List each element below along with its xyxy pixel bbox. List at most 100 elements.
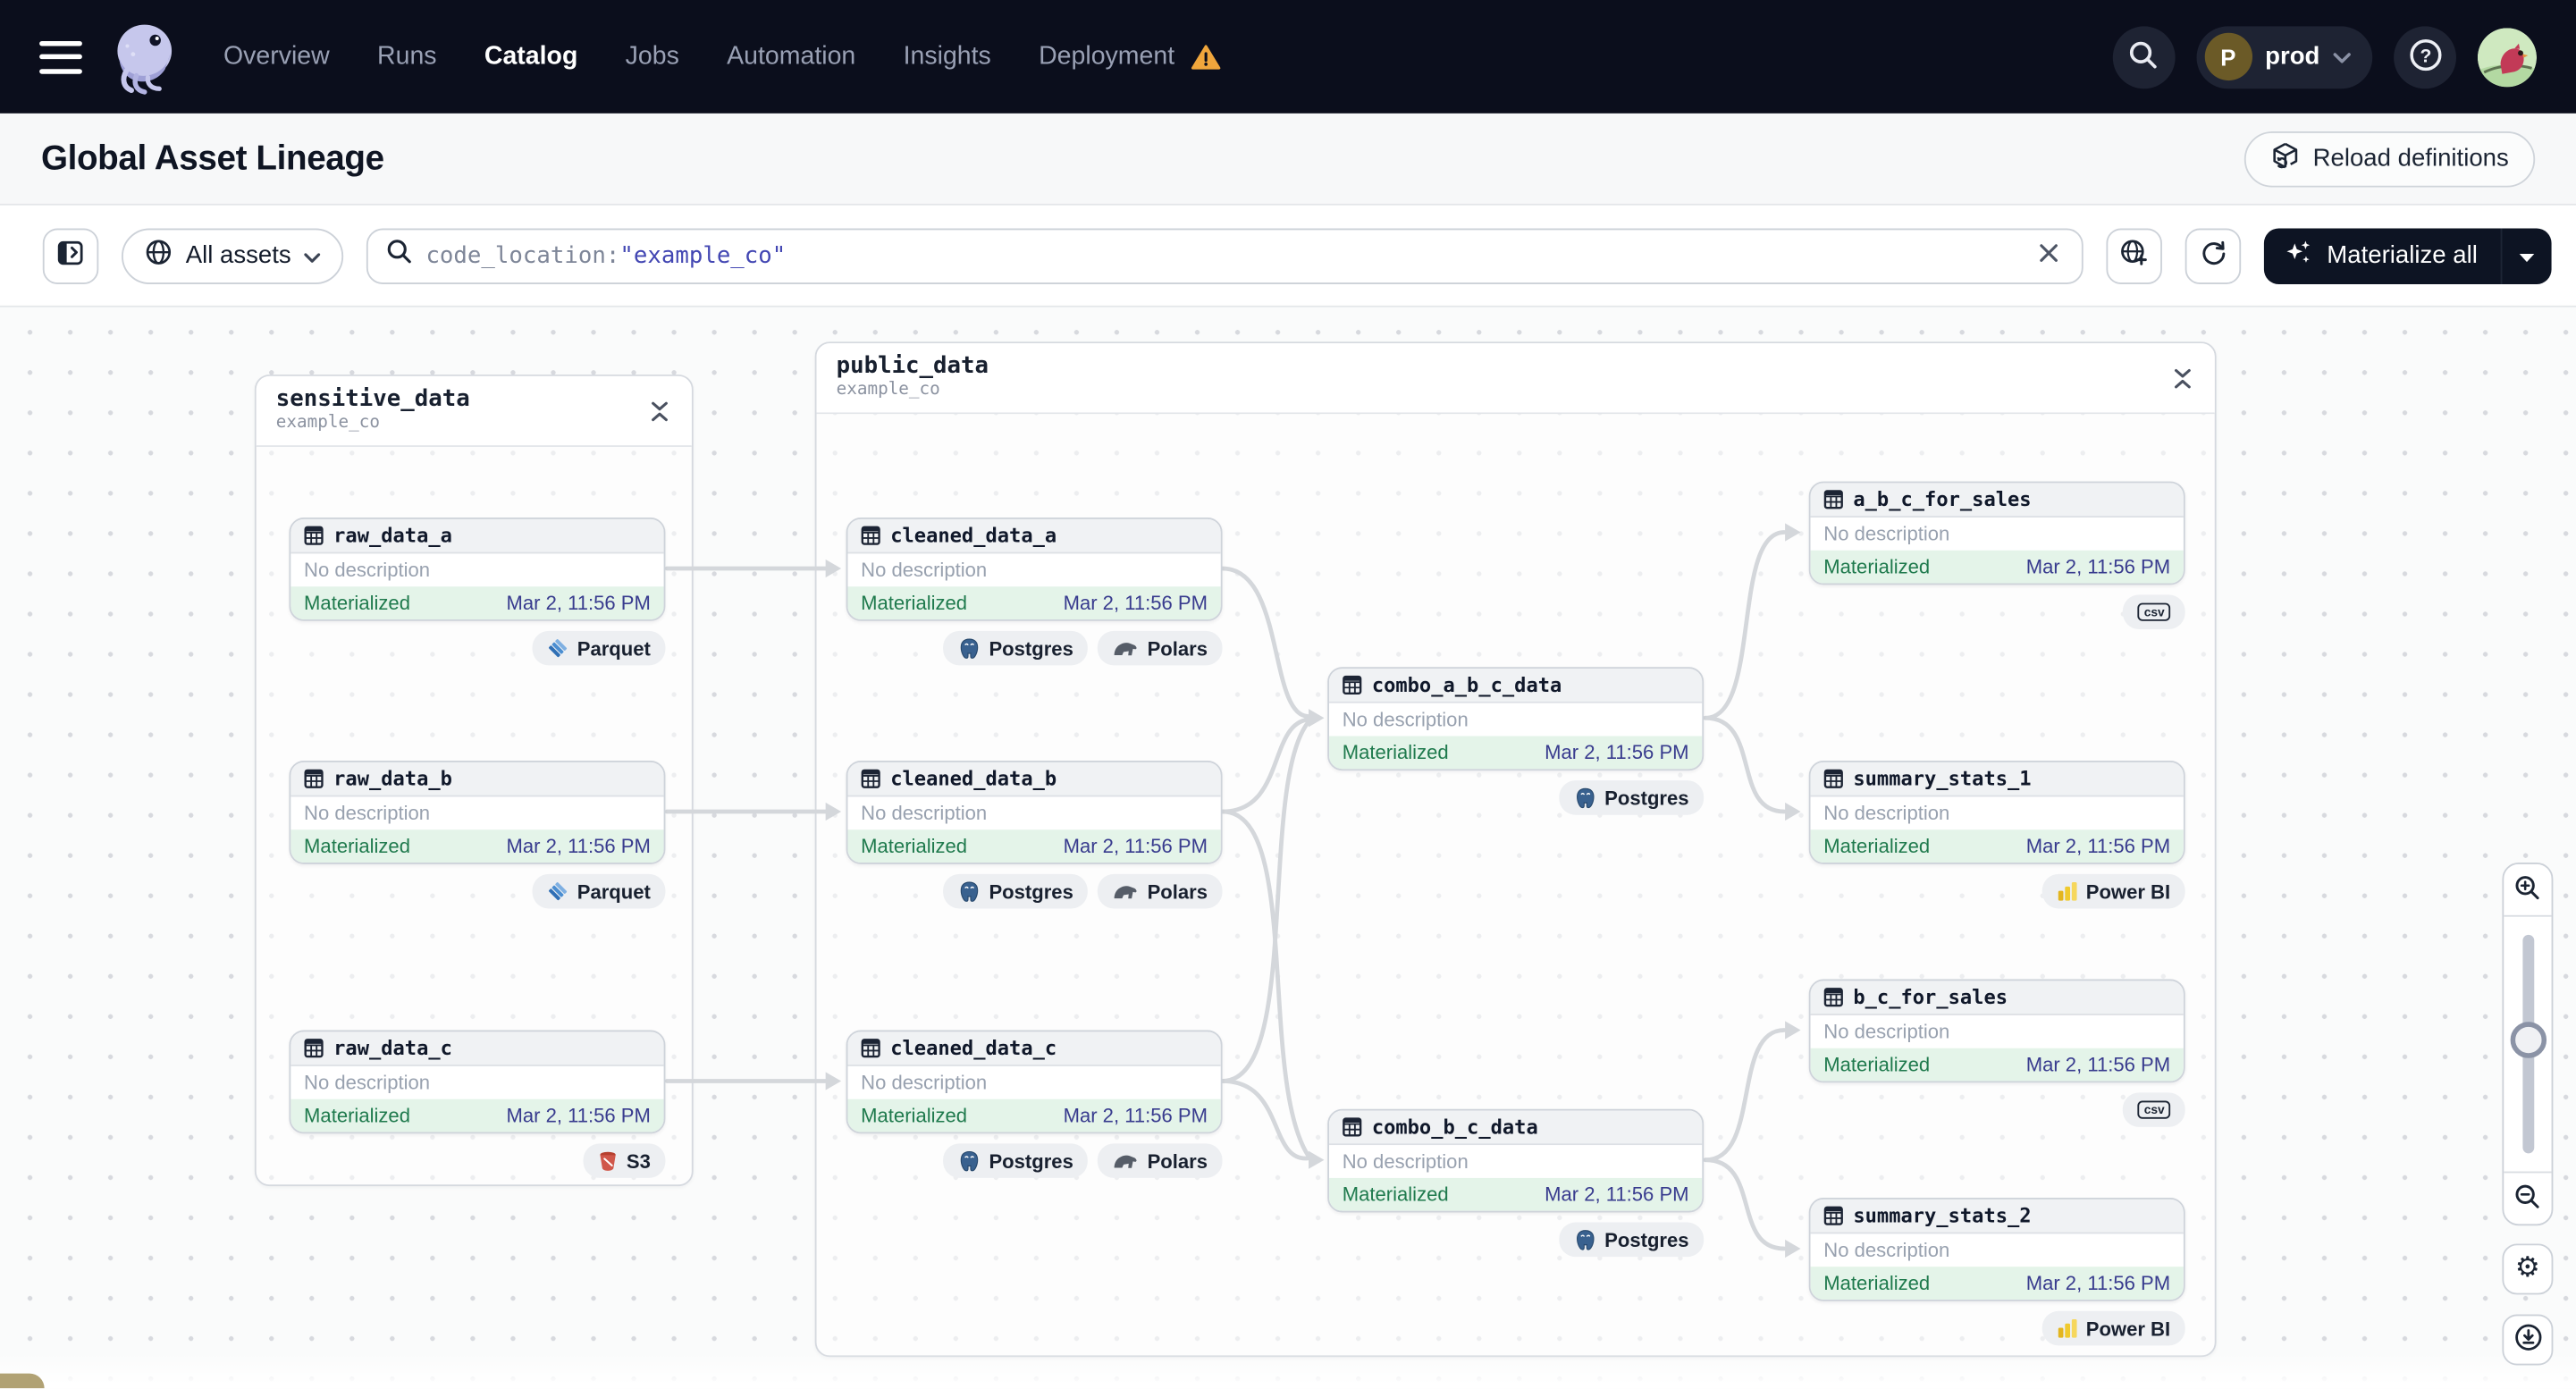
materialize-all-button[interactable]: Materialize all xyxy=(2264,228,2500,283)
table-icon xyxy=(1823,769,1843,788)
asset-node-header: summary_stats_2 xyxy=(1810,1199,2184,1234)
asset-description: No description xyxy=(1810,1233,2184,1267)
asset-node-header: a_b_c_for_sales xyxy=(1810,483,2184,518)
materialization-timestamp[interactable]: Mar 2, 11:56 PM xyxy=(1063,834,1208,858)
tag-postgres: Postgres xyxy=(1558,1222,1705,1258)
postgres-icon xyxy=(958,880,981,903)
polars-icon xyxy=(1113,639,1139,657)
asset-node-combo_b_c_data[interactable]: combo_b_c_data No description Materialized… xyxy=(1327,1108,1705,1213)
asset-node-cleaned_data_c[interactable]: cleaned_data_c No description Materialized… xyxy=(846,1030,1223,1134)
panel-toggle-icon xyxy=(57,240,83,271)
materialization-timestamp[interactable]: Mar 2, 11:56 PM xyxy=(2025,834,2171,858)
asset-scope-dropdown[interactable]: All assets xyxy=(122,227,344,284)
materialization-timestamp[interactable]: Mar 2, 11:56 PM xyxy=(2025,1053,2171,1076)
powerbi-icon xyxy=(2057,1317,2078,1339)
zoom-in-button[interactable] xyxy=(2504,864,2551,915)
materialization-timestamp[interactable]: Mar 2, 11:56 PM xyxy=(2025,555,2171,579)
csv-icon: csv xyxy=(2138,1100,2171,1120)
download-icon xyxy=(2513,1323,2542,1358)
hamburger-menu-icon[interactable] xyxy=(39,40,82,73)
asset-tag-row: Power BI xyxy=(1809,873,2185,909)
global-search-button[interactable] xyxy=(2112,25,2176,88)
nav-item-catalog[interactable]: Catalog xyxy=(484,41,578,71)
zoom-slider[interactable] xyxy=(2504,914,2552,1174)
materialization-timestamp[interactable]: Mar 2, 11:56 PM xyxy=(1063,591,1208,615)
asset-node-header: raw_data_b xyxy=(290,762,664,797)
graph-settings-button[interactable]: ⚙ xyxy=(2502,1243,2554,1295)
lineage-graph-canvas[interactable]: ⚙ sensitive_data example_co public_data exa… xyxy=(0,307,2576,1389)
clear-search-button[interactable] xyxy=(2034,239,2064,274)
nav-item-overview[interactable]: Overview xyxy=(223,41,330,71)
group-collapse-icon[interactable] xyxy=(647,397,672,425)
postgres-icon xyxy=(958,1149,981,1173)
s3-icon xyxy=(599,1150,619,1172)
parquet-icon xyxy=(548,880,569,902)
status-badge: Materialized xyxy=(1823,555,1931,579)
asset-tag-row: csv xyxy=(1809,1092,2185,1127)
environment-switcher[interactable]: P prod xyxy=(2195,25,2373,88)
status-badge: Materialized xyxy=(861,1104,968,1127)
tag-parquet: Parquet xyxy=(533,873,666,909)
zoom-out-button[interactable] xyxy=(2504,1173,2551,1224)
asset-status-row: Materialized Mar 2, 11:56 PM xyxy=(1810,550,2184,584)
asset-node-summary_stats_1[interactable]: summary_stats_1 No description Materialize… xyxy=(1808,761,2185,864)
materialization-timestamp[interactable]: Mar 2, 11:56 PM xyxy=(506,1104,651,1127)
asset-node-combo_a_b_c_data[interactable]: combo_a_b_c_data No description Materializ… xyxy=(1327,667,1705,771)
asset-node-raw_data_a[interactable]: raw_data_a No description Materialized Mar … xyxy=(289,518,666,621)
materialization-timestamp[interactable]: Mar 2, 11:56 PM xyxy=(1063,1104,1208,1127)
new-group-layout-button[interactable] xyxy=(2106,227,2163,284)
asset-tag-row: Postgres xyxy=(1327,1222,1705,1258)
asset-node-raw_data_c[interactable]: raw_data_c No description Materialized Mar … xyxy=(289,1030,666,1134)
asset-node-header: cleaned_data_c xyxy=(847,1031,1221,1066)
asset-node-block-cleaned_data_c: cleaned_data_c No description Materialized… xyxy=(846,1030,1223,1178)
materialization-timestamp[interactable]: Mar 2, 11:56 PM xyxy=(1545,1183,1689,1207)
asset-name: cleaned_data_a xyxy=(890,524,1057,548)
asset-node-summary_stats_2[interactable]: summary_stats_2 No description Materialize… xyxy=(1808,1197,2185,1301)
asset-name: raw_data_a xyxy=(333,524,452,548)
nav-item-deployment[interactable]: Deployment xyxy=(1039,41,1175,71)
materialize-options-caret[interactable] xyxy=(2500,227,2552,284)
status-badge: Materialized xyxy=(304,591,410,615)
reload-definitions-button[interactable]: Reload definitions xyxy=(2243,130,2536,187)
tag-postgres: Postgres xyxy=(942,1143,1089,1178)
environment-name: prod xyxy=(2265,42,2320,72)
materialize-all-label: Materialize all xyxy=(2327,241,2478,270)
download-image-button[interactable] xyxy=(2502,1314,2554,1366)
asset-node-block-raw_data_c: raw_data_c No description Materialized Mar … xyxy=(289,1030,666,1178)
asset-node-block-combo_a_b_c_data: combo_a_b_c_data No description Materializ… xyxy=(1327,667,1705,815)
asset-node-b_c_for_sales[interactable]: b_c_for_sales No description Materialized M… xyxy=(1808,979,2185,1083)
tag-csv: csv xyxy=(2123,1092,2185,1127)
materialization-timestamp[interactable]: Mar 2, 11:56 PM xyxy=(506,834,651,858)
asset-status-row: Materialized Mar 2, 11:56 PM xyxy=(290,586,664,619)
asset-node-cleaned_data_a[interactable]: cleaned_data_a No description Materialized… xyxy=(846,518,1223,621)
materialization-timestamp[interactable]: Mar 2, 11:56 PM xyxy=(2025,1271,2171,1295)
powerbi-icon xyxy=(2057,880,2078,902)
materialization-timestamp[interactable]: Mar 2, 11:56 PM xyxy=(506,591,651,615)
asset-tag-row: Parquet xyxy=(290,630,666,666)
user-avatar[interactable] xyxy=(2477,27,2538,87)
open-panel-button[interactable] xyxy=(42,227,99,284)
nav-item-insights[interactable]: Insights xyxy=(903,41,991,71)
nav-item-runs[interactable]: Runs xyxy=(377,41,437,71)
asset-description: No description xyxy=(1329,1145,1703,1178)
asset-node-block-summary_stats_1: summary_stats_1 No description Materialize… xyxy=(1808,761,2185,909)
group-header: public_data example_co xyxy=(816,343,2215,415)
asset-status-row: Materialized Mar 2, 11:56 PM xyxy=(1810,1267,2184,1300)
lineage-toolbar: All assets code_location:"example_co" xyxy=(0,205,2576,307)
zoom-slider-handle[interactable] xyxy=(2509,1022,2547,1058)
refresh-button[interactable] xyxy=(2185,227,2242,284)
search-icon xyxy=(2128,38,2159,74)
group-collapse-icon[interactable] xyxy=(2170,364,2195,391)
asset-node-cleaned_data_b[interactable]: cleaned_data_b No description Materialized… xyxy=(846,761,1223,864)
help-button[interactable]: ? xyxy=(2394,25,2456,88)
asset-node-header: summary_stats_1 xyxy=(1810,762,2184,797)
materialization-timestamp[interactable]: Mar 2, 11:56 PM xyxy=(1545,740,1689,764)
nav-item-automation[interactable]: Automation xyxy=(727,41,856,71)
asset-node-raw_data_b[interactable]: raw_data_b No description Materialized Mar … xyxy=(289,761,666,864)
nav-item-jobs[interactable]: Jobs xyxy=(625,41,679,71)
asset-node-a_b_c_for_sales[interactable]: a_b_c_for_sales No description Materialize… xyxy=(1808,481,2185,585)
asset-node-block-combo_b_c_data: combo_b_c_data No description Materialized… xyxy=(1327,1108,1705,1258)
tag-label: Postgres xyxy=(989,1149,1073,1173)
lineage-search-input[interactable]: code_location:"example_co" xyxy=(366,227,2084,284)
csv-icon: csv xyxy=(2138,602,2171,622)
